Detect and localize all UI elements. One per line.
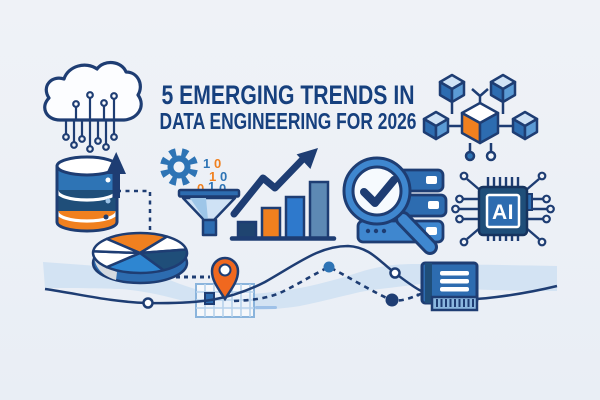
bar-1: [236, 220, 258, 240]
cube-network-icon: [422, 73, 539, 162]
binary-digit: 1: [208, 179, 215, 194]
database-led: [103, 214, 109, 220]
data-point-navy: [385, 293, 399, 307]
ai-chip-icon: AI: [451, 171, 555, 247]
trend-node-right: [389, 267, 401, 279]
growth-arrowhead: [296, 148, 318, 169]
magnifier-check-icon: [342, 156, 448, 255]
bar-3: [284, 195, 306, 240]
growth-arrow: [230, 156, 306, 218]
binary-digit: 0: [214, 156, 221, 171]
data-card-icon: [420, 261, 479, 312]
title-line2: DATA ENGINEERING FOR 2026: [160, 108, 417, 134]
small-cube: [489, 73, 517, 104]
pie-slice-blue: [105, 251, 165, 275]
database-icon: [55, 155, 119, 233]
binary-digit: 0: [219, 181, 226, 196]
pie-chart-icon: [91, 231, 189, 285]
bar-4: [308, 180, 330, 240]
binary-digit: 0: [197, 181, 204, 196]
binary-digit: 1: [203, 156, 210, 171]
funnel-icon: [177, 188, 241, 237]
database-led: [105, 177, 111, 183]
cloud-circuit-icon: [43, 61, 143, 153]
up-arrow-icon: [106, 152, 126, 198]
page-title: 5 EMERGING TRENDS IN DATA ENGINEERING FO…: [160, 80, 417, 134]
small-cube: [511, 110, 539, 141]
connector-teeth: [436, 299, 474, 307]
check-icon: [360, 176, 398, 207]
center-cube: [460, 101, 500, 145]
binary-digit: 0: [220, 169, 227, 184]
pie-slice-orange: [105, 231, 169, 255]
pie-slice-white-left-upper: [91, 237, 142, 255]
trend-node-left: [142, 297, 154, 309]
bar-2: [260, 206, 282, 240]
database-led: [105, 198, 111, 204]
ribbon-accent: [255, 306, 277, 309]
gear-icon: [160, 148, 198, 186]
data-point-blue: [323, 261, 335, 273]
dashed-elbow-connector: [117, 189, 152, 230]
pie-slice-navy: [138, 248, 189, 272]
title-line1: 5 EMERGING TRENDS IN: [162, 80, 415, 110]
dashed-trend-line: [176, 261, 435, 307]
binary-digit: 1: [209, 169, 216, 184]
small-cube: [438, 73, 466, 104]
map-pin-icon: [210, 256, 240, 302]
small-cube: [422, 110, 450, 141]
pin-hole: [218, 263, 232, 277]
ai-chip-label: AI: [492, 201, 514, 224]
bar-chart-icon: [229, 148, 337, 241]
binary-digits: 1 0 1 0 0 1 0: [197, 156, 227, 196]
